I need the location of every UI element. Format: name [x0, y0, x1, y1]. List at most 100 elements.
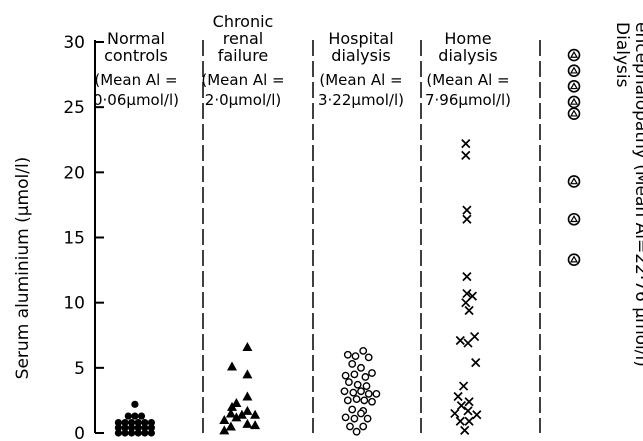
data-point-hospital-dialysis [364, 353, 373, 362]
data-point-chronic-renal-failure [242, 405, 253, 415]
data-point-home-dialysis [462, 205, 472, 215]
group-name-label: Home [444, 29, 491, 48]
group-name-label: Hospital [328, 29, 393, 48]
data-point-home-dialysis [460, 425, 470, 435]
data-point-hospital-dialysis [357, 363, 365, 372]
data-point-chronic-renal-failure [250, 420, 261, 430]
group-divider-layer [202, 40, 541, 433]
data-point-hospital-dialysis [360, 396, 369, 405]
encephalopathy-label-line-2: encephalopathy (Mean Al=22·76 μmol/l) [631, 22, 643, 367]
data-point-chronic-renal-failure [231, 412, 242, 422]
data-point-normal-control [121, 429, 129, 437]
data-point-chronic-renal-failure [225, 408, 236, 418]
group-name-label: Normal [107, 29, 165, 48]
data-point-home-dialysis [461, 150, 471, 160]
data-point-hospital-dialysis [352, 427, 361, 436]
data-point-hospital-dialysis [359, 422, 368, 431]
data-point-hospital-dialysis [352, 395, 361, 404]
data-point-hospital-dialysis [340, 387, 349, 396]
data-point-home-dialysis [472, 410, 482, 420]
data-point-chronic-renal-failure [242, 369, 253, 379]
data-point-home-dialysis [463, 338, 473, 348]
data-point-chronic-renal-failure [242, 341, 253, 351]
data-point-hospital-dialysis [357, 387, 365, 396]
data-point-hospital-dialysis [359, 346, 368, 355]
group-mean-label: 7·96μmol/l) [425, 91, 511, 109]
data-point-hospital-dialysis [348, 360, 357, 368]
data-point-home-dialysis [455, 335, 465, 346]
data-point-normal-control [121, 424, 129, 432]
y-tick-layer: 0 5 10 15 20 25 30 [63, 33, 104, 441]
y-tick-label: 5 [74, 359, 85, 379]
data-point-hospital-dialysis [348, 405, 357, 414]
y-tick-label: 20 [63, 163, 85, 183]
data-point-normal-control [134, 429, 142, 437]
data-point-normal-control [134, 424, 142, 432]
data-point-chronic-renal-failure [250, 409, 261, 419]
data-point-chronic-renal-failure [242, 391, 253, 401]
group-name-label: renal [223, 29, 263, 48]
group-name-label: controls [104, 46, 168, 65]
data-point-home-dialysis [464, 416, 474, 426]
data-point-hospital-dialysis [346, 422, 354, 431]
data-point-chronic-renal-failure [227, 361, 237, 371]
data-point-normal-control [137, 412, 146, 420]
data-point-dialysis-encephalopathy [567, 107, 581, 120]
data-point-hospital-dialysis [353, 380, 362, 389]
data-point-hospital-dialysis [344, 378, 353, 387]
data-point-normal-control [134, 418, 142, 427]
data-point-home-dialysis [464, 305, 474, 316]
group-name-label: dialysis [438, 46, 497, 65]
data-point-hospital-dialysis [368, 369, 376, 377]
data-point-normal-control [147, 418, 155, 427]
data-point-normal-control [128, 429, 136, 437]
data-point-dialysis-encephalopathy [567, 212, 581, 226]
data-point-hospital-dialysis [357, 409, 365, 418]
group-mean-label: (Mean Al = [94, 71, 177, 89]
data-point-normal-control [121, 418, 129, 427]
data-point-home-dialysis [462, 271, 472, 282]
data-point-normal-control [124, 412, 132, 420]
data-point-hospital-dialysis [363, 414, 372, 423]
data-point-hospital-dialysis [349, 388, 358, 397]
group-mean-label: (Mean Al = [201, 71, 284, 89]
data-point-hospital-dialysis [341, 371, 350, 380]
data-point-chronic-renal-failure [219, 425, 230, 435]
group-name-label: failure [218, 46, 269, 65]
data-point-dialysis-encephalopathy [567, 253, 581, 266]
data-point-hospital-dialysis [341, 413, 350, 422]
data-point-normal-control [128, 418, 136, 427]
data-point-dialysis-encephalopathy [567, 80, 581, 93]
group-mean-label: 0·06μmol/l) [93, 91, 179, 109]
data-point-normal-control [131, 412, 139, 420]
data-point-home-dialysis [453, 391, 463, 402]
group-name-label: dialysis [331, 46, 390, 65]
group-mean-label: (Mean Al = [426, 71, 509, 89]
data-point-hospital-dialysis [364, 389, 373, 398]
y-axis-label: Serum aluminium (μmol/l) [13, 157, 33, 380]
data-point-home-dialysis [462, 214, 472, 224]
group-mean-label: 2·0μmol/l) [205, 91, 281, 109]
data-point-chronic-renal-failure [219, 414, 230, 424]
data-point-home-dialysis [463, 406, 473, 416]
data-point-normal-control [131, 400, 139, 408]
data-point-hospital-dialysis [368, 397, 376, 406]
data-point-normal-control [141, 429, 149, 437]
y-tick-label: 10 [63, 294, 85, 314]
data-point-dialysis-encephalopathy [567, 64, 581, 77]
data-point-hospital-dialysis [350, 414, 359, 423]
data-point-dialysis-encephalopathy [567, 48, 581, 62]
y-tick-label: 15 [63, 229, 85, 249]
data-point-home-dialysis [471, 358, 481, 368]
group-mean-label: (Mean Al = [319, 71, 402, 89]
data-point-hospital-dialysis [343, 350, 352, 359]
data-point-hospital-dialysis [361, 373, 370, 381]
data-point-home-dialysis [455, 416, 465, 426]
group-name-label: Chronic [213, 12, 274, 31]
data-point-hospital-dialysis [343, 396, 352, 405]
data-point-dialysis-encephalopathy [567, 95, 581, 109]
data-point-normal-control [114, 418, 122, 427]
encephalopathy-label-line-1: Dialysis [612, 22, 632, 88]
data-point-dialysis-encephalopathy [567, 175, 581, 188]
